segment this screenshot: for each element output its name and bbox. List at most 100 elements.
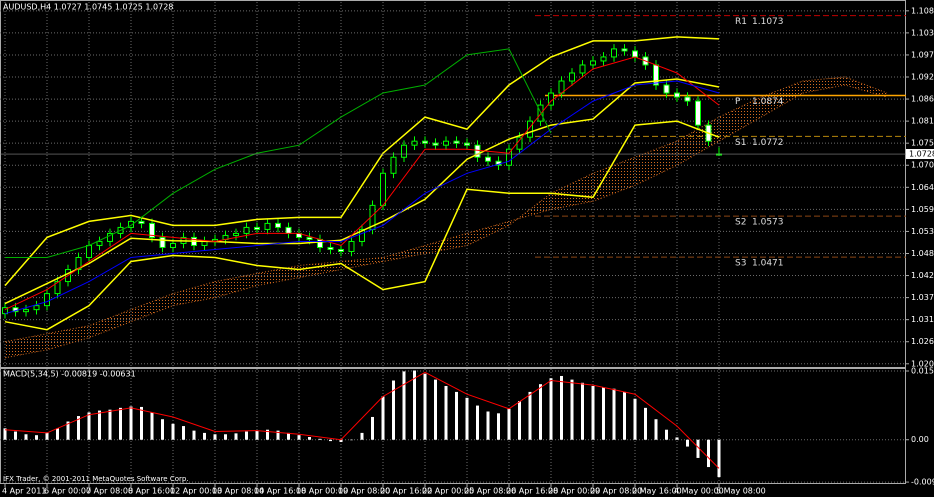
macd-bar bbox=[633, 398, 637, 440]
candle-body bbox=[579, 64, 586, 74]
y-tick-label: 1.0975 bbox=[911, 50, 934, 59]
x-tick-label: 12 Apr 00:00 bbox=[170, 487, 222, 496]
macd-bar bbox=[98, 410, 101, 440]
macd-bar bbox=[434, 379, 437, 440]
pivot-value: 1.1073 bbox=[752, 17, 784, 27]
symbol-header: AUDUSD,H4 1.0727 1.0745 1.0725 1.0728 bbox=[3, 3, 173, 12]
macd-bar bbox=[87, 412, 91, 440]
candle-body bbox=[254, 226, 260, 230]
candle-body bbox=[506, 148, 512, 166]
candle-body bbox=[159, 236, 166, 248]
candle-body bbox=[590, 60, 596, 66]
macd-bar bbox=[3, 428, 7, 440]
y-tick-label: 1.0480 bbox=[911, 249, 934, 258]
y-tick-label: 0.01509 bbox=[911, 367, 934, 376]
macd-bar bbox=[486, 411, 490, 440]
pivot-value: 1.0573 bbox=[752, 218, 784, 228]
macd-bar bbox=[287, 432, 290, 440]
macd-bar bbox=[108, 409, 112, 440]
indicator-line bbox=[4, 78, 720, 305]
macd-bar bbox=[203, 432, 206, 440]
candle-body bbox=[401, 144, 407, 158]
macd-bar bbox=[497, 413, 500, 440]
macd-bar bbox=[507, 408, 511, 440]
x-tick-label: 20 Apr 16:00 bbox=[380, 487, 432, 496]
current-price-box bbox=[906, 149, 934, 160]
candle-body bbox=[44, 293, 50, 307]
main-panel-frame bbox=[0, 0, 906, 368]
indicator-line bbox=[4, 36, 720, 287]
x-tick-label: 29 Apr 08:00 bbox=[590, 487, 642, 496]
macd-bar bbox=[570, 379, 574, 440]
pivot-name: R1 bbox=[735, 17, 747, 27]
candle-body bbox=[380, 172, 386, 206]
macd-bar bbox=[476, 405, 479, 440]
candle-body bbox=[527, 120, 533, 138]
macd-bar bbox=[371, 416, 374, 440]
candle-body bbox=[327, 246, 334, 250]
candle-body bbox=[464, 142, 470, 146]
pivot-value: 1.0772 bbox=[752, 138, 784, 148]
y-tick-label: 1.0810 bbox=[911, 117, 934, 126]
x-tick-label: 28 Apr 00:00 bbox=[548, 487, 600, 496]
candle-body bbox=[390, 156, 397, 174]
indicator-line bbox=[5, 48, 552, 258]
macd-bar bbox=[318, 438, 322, 440]
macd-bar bbox=[119, 407, 122, 440]
y-tick-label: 1.0755 bbox=[911, 139, 934, 148]
macd-bar bbox=[171, 423, 175, 440]
macd-bar bbox=[560, 375, 563, 440]
macd-signal bbox=[4, 371, 720, 469]
ichimoku-cloud bbox=[5, 77, 887, 358]
candle-body bbox=[75, 257, 82, 271]
candle-body bbox=[663, 84, 670, 94]
macd-bar bbox=[623, 391, 626, 440]
pivot-name: S3 bbox=[735, 259, 746, 269]
pivot-value: 1.0471 bbox=[752, 259, 784, 269]
pivot-name: S1 bbox=[735, 138, 746, 148]
candle-body bbox=[86, 244, 92, 258]
macd-bar bbox=[56, 428, 59, 440]
candle-body bbox=[138, 220, 145, 224]
candle-body bbox=[653, 64, 659, 86]
y-tick-label: 1.0260 bbox=[911, 337, 934, 346]
macd-bar bbox=[717, 439, 721, 478]
current-price-label: 1.0728 bbox=[909, 150, 934, 159]
y-tick-label: 1.1085 bbox=[911, 6, 934, 15]
x-tick-label: 5 May 08:00 bbox=[716, 487, 766, 496]
candle-body bbox=[443, 140, 449, 146]
y-tick-label: 1.0645 bbox=[911, 183, 934, 192]
candle-body bbox=[359, 228, 365, 242]
candle-body bbox=[264, 222, 271, 230]
candle-body bbox=[128, 220, 134, 228]
copyright: IFX Trader, © 2001-2011 MetaQuotes Softw… bbox=[3, 475, 189, 483]
macd-bar bbox=[612, 388, 616, 440]
candle-body bbox=[306, 236, 313, 240]
x-tick-label: 25 Apr 08:00 bbox=[464, 487, 516, 496]
candle-body bbox=[453, 140, 460, 144]
candle-body bbox=[96, 240, 103, 246]
candle-body bbox=[107, 232, 113, 242]
y-tick-label: 1.0920 bbox=[911, 73, 934, 82]
candle-body bbox=[621, 48, 628, 52]
macd-bar bbox=[129, 406, 133, 440]
candle-body bbox=[674, 92, 680, 98]
candle-body bbox=[684, 96, 691, 102]
candle-body bbox=[600, 56, 607, 62]
macd-bar bbox=[696, 439, 700, 458]
macd-bar bbox=[591, 385, 595, 440]
pivot-name: P bbox=[735, 97, 741, 107]
candle-body bbox=[149, 222, 155, 238]
x-tick-label: 22 Apr 00:00 bbox=[422, 487, 474, 496]
candle-body bbox=[243, 226, 250, 234]
candle-body bbox=[275, 222, 281, 228]
x-tick-label: 8 Apr 16:00 bbox=[128, 487, 175, 496]
macd-bar bbox=[308, 436, 311, 440]
x-tick-label: 18 Apr 00:00 bbox=[296, 487, 348, 496]
candle-body bbox=[695, 100, 701, 126]
macd-bar bbox=[45, 432, 49, 440]
x-tick-label: 14 Apr 16:00 bbox=[254, 487, 306, 496]
x-tick-label: 19 Apr 08:00 bbox=[338, 487, 390, 496]
